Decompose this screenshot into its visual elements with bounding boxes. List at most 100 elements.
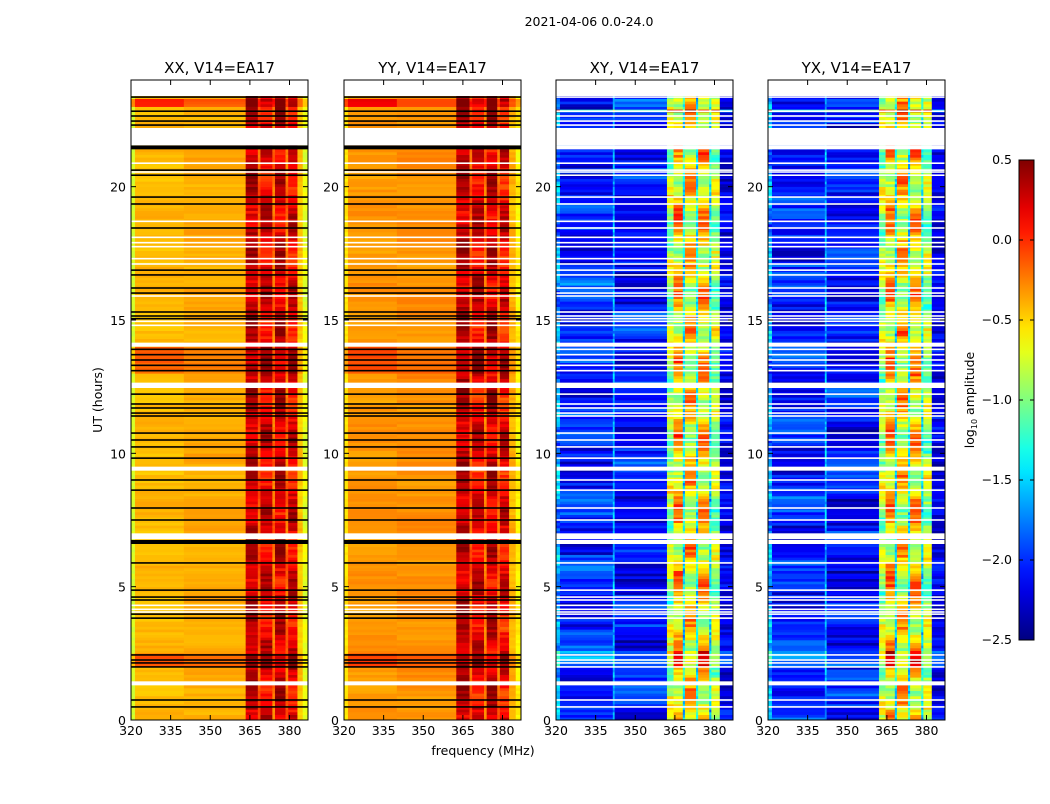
heatmap-cell: [260, 379, 272, 382]
heatmap-cell: [246, 453, 258, 456]
heatmap-cell: [272, 651, 275, 654]
flagged-block: [131, 145, 308, 149]
heatmap-cell: [286, 496, 289, 499]
heatmap-cell: [497, 632, 500, 635]
heatmap-cell: [497, 424, 500, 427]
heatmap-cell: [275, 389, 286, 392]
heatmap-cell: [469, 528, 472, 531]
heatmap-cell: [497, 640, 500, 643]
heatmap-cell: [497, 304, 500, 307]
heatmap-cell: [500, 277, 510, 280]
heatmap-cell: [184, 184, 246, 187]
heatmap-cell: [500, 645, 510, 648]
flagged-row: [131, 662, 308, 664]
heatmap-cell: [487, 573, 498, 576]
heatmap-cell: [131, 675, 135, 678]
heatmap-cell: [500, 688, 510, 691]
heatmap-cell: [497, 491, 500, 494]
heatmap-cell: [516, 619, 522, 622]
heatmap-cell: [516, 472, 522, 475]
heatmap-cell: [260, 565, 272, 568]
heatmap-cell: [286, 464, 289, 467]
heatmap-cell: [348, 568, 397, 571]
heatmap-cell: [469, 715, 472, 718]
heatmap-cell: [258, 701, 261, 704]
heatmap-cell: [487, 576, 498, 579]
heatmap-cell: [484, 307, 487, 310]
heatmap-cell: [286, 229, 289, 232]
heatmap-cell: [184, 339, 246, 342]
heatmap-cell: [272, 280, 275, 283]
heatmap-cell: [272, 248, 275, 251]
heatmap-cell: [500, 435, 510, 438]
heatmap-cell: [275, 504, 286, 507]
heatmap-cell: [184, 701, 246, 704]
heatmap-cell: [272, 619, 275, 622]
heatmap-cell: [260, 277, 272, 280]
heatmap-cell: [472, 528, 484, 531]
heatmap-cell: [275, 696, 286, 699]
heatmap-cell: [303, 709, 309, 712]
heatmap-cell: [509, 427, 516, 430]
heatmap-cell: [484, 568, 487, 571]
flagged-row: [131, 370, 308, 372]
heatmap-cell: [456, 483, 470, 486]
heatmap-cell: [487, 656, 498, 659]
heatmap-cell: [469, 584, 472, 587]
heatmap-cell: [500, 637, 510, 640]
heatmap-cell: [397, 587, 457, 590]
heatmap-cell: [260, 669, 272, 672]
heatmap-cell: [397, 584, 457, 587]
heatmap-cell: [344, 395, 348, 398]
heatmap-cell: [487, 301, 498, 304]
heatmap-cell: [286, 277, 289, 280]
heatmap-cell: [500, 501, 510, 504]
heatmap-cell: [509, 443, 516, 446]
heatmap-cell: [260, 648, 272, 651]
heatmap-cell: [260, 435, 272, 438]
heatmap-cell: [286, 619, 289, 622]
heatmap-cell: [497, 496, 500, 499]
heatmap-cell: [500, 515, 510, 518]
flagged-row: [131, 415, 308, 417]
heatmap-cell: [286, 419, 289, 422]
heatmap-cell: [246, 581, 258, 584]
heatmap-cell: [516, 651, 522, 654]
heatmap-cell: [509, 424, 516, 427]
heatmap-cell: [344, 693, 348, 696]
heatmap-cell: [344, 640, 348, 643]
heatmap-cell: [131, 491, 135, 494]
heatmap-cell: [297, 224, 303, 227]
heatmap-cell: [275, 677, 286, 680]
heatmap-cell: [260, 397, 272, 400]
heatmap-cell: [484, 277, 487, 280]
heatmap-cell: [272, 395, 275, 398]
heatmap-cell: [497, 475, 500, 478]
heatmap-cell: [286, 568, 289, 571]
heatmap-cell: [246, 216, 258, 219]
heatmap-cell: [303, 629, 309, 632]
heatmap-cell: [246, 339, 258, 342]
heatmap-cell: [472, 677, 484, 680]
heatmap-cell: [297, 192, 303, 195]
heatmap-cell: [258, 459, 261, 462]
heatmap-cell: [456, 592, 470, 595]
heatmap-cell: [397, 691, 457, 694]
heatmap-cell: [500, 400, 510, 403]
heatmap-cell: [344, 691, 348, 694]
heatmap-cell: [303, 339, 309, 342]
heatmap-cell: [135, 429, 184, 432]
heatmap-cell: [246, 624, 258, 627]
heatmap-cell: [131, 181, 135, 184]
heatmap-cell: [397, 435, 457, 438]
heatmap-cell: [469, 669, 472, 672]
heatmap-cell: [131, 280, 135, 283]
heatmap-cell: [456, 573, 470, 576]
heatmap-cell: [348, 675, 397, 678]
heatmap-cell: [487, 421, 498, 424]
heatmap-cell: [286, 635, 289, 638]
heatmap-cell: [288, 629, 298, 632]
heatmap-cell: [344, 475, 348, 478]
heatmap-cell: [303, 157, 309, 160]
heatmap-cell: [260, 443, 272, 446]
